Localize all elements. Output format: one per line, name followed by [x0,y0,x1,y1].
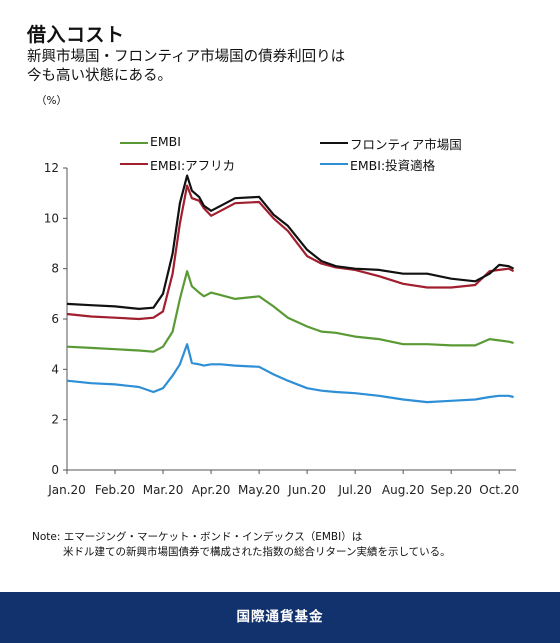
note-line-2: 米ドル建ての新興市場国債券で構成された指数の総合リターン実績を示している。 [63,546,451,558]
x-tick-label: Aug.20 [382,483,425,497]
chart-title: 借入コスト [27,24,125,46]
y-tick-label: 8 [51,262,59,276]
legend-swatch-frontier [320,142,348,144]
series-line-1 [66,184,515,321]
y-tick-label: 10 [44,211,59,225]
x-tick-label: Oct.20 [479,483,519,497]
x-tick-label: Feb.20 [95,483,135,497]
footer-org-label: 国際通貨基金 [236,609,324,625]
note-line-1: Note: エマージング・マーケット・ボンド・インデックス（EMBI）は [32,531,363,543]
legend-label-embi-ig: EMBI:投資適格 [350,158,436,173]
y-tick-label: 2 [51,413,59,427]
y-tick-label: 6 [51,312,59,326]
y-tick-label: 12 [44,161,59,175]
footer-bar: 国際通貨基金 [0,592,560,643]
x-tick-label: Jun.20 [287,483,326,497]
chart-subtitle: 新興市場国・フロンティア市場国の債券利回りは今も高い状態にある。 [27,49,346,84]
legend-label-frontier: フロンティア市場国 [350,137,462,152]
y-tick-label: 0 [51,463,59,477]
line-chart: 0 2 4 6 8 10 12 Jan.20 Feb.20 Mar.20 Apr.20 May.20 J… [44,161,519,497]
legend-label-embi: EMBI [150,134,181,149]
x-tick-label: Sep.20 [430,483,472,497]
series-line-3 [66,343,514,404]
x-tick-label: Jan.20 [47,483,86,497]
y-tick-label: 4 [51,362,59,376]
legend-swatch-embi-africa [120,163,148,165]
legend-swatch-embi [120,142,148,144]
x-tick-label: Jul.20 [337,483,372,497]
x-tick-label: Apr.20 [192,483,231,497]
legend-swatch-embi-ig [320,163,348,165]
y-axis-unit: （%） [36,95,67,107]
chart-note: Note: エマージング・マーケット・ボンド・インデックス（EMBI）は 米ドル… [32,530,451,560]
x-tick-label: Mar.20 [143,483,184,497]
series-line-2 [66,174,515,310]
x-tick-label: May.20 [238,483,280,497]
series-line-0 [66,270,514,353]
legend-label-embi-africa: EMBI:アフリカ [150,158,236,173]
